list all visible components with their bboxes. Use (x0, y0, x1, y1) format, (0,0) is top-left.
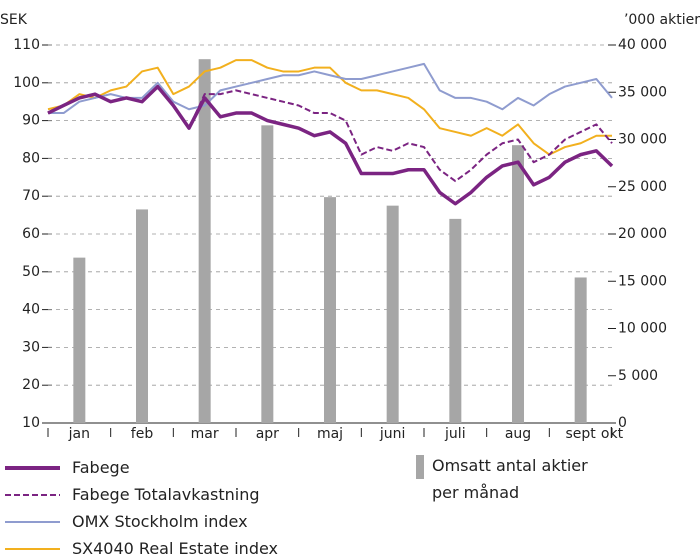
x-tick-label: maj (317, 426, 343, 442)
x-tick-label: apr (256, 426, 279, 442)
legend-swatch (5, 465, 60, 470)
y-tick-label: 100 (13, 75, 40, 91)
legend-label: Omsatt antal aktier per månad (432, 456, 588, 502)
y-tick-label: 70 (22, 188, 40, 204)
legend-swatch (5, 547, 60, 550)
y2-tick-label: 30 000 (618, 132, 667, 148)
y-tick-label: 80 (22, 150, 40, 166)
y-tick-label: 40 (22, 302, 40, 318)
y-tick-label: 110 (13, 37, 40, 53)
y2-tick-label: 40 000 (618, 37, 667, 53)
y2-tick-label: 20 000 (618, 226, 667, 242)
legend-label: OMX Stockholm index (72, 512, 248, 531)
y2-tick-label: 35 000 (618, 84, 667, 100)
y-tick-label: 60 (22, 226, 40, 242)
bar (449, 218, 462, 423)
x-tick-label: juni (379, 426, 406, 442)
bar (574, 277, 587, 423)
y-tick-label: 10 (22, 415, 40, 431)
line-2 (48, 62, 613, 115)
legend-label: Fabege (72, 458, 130, 477)
y-tick-label: 90 (22, 113, 40, 129)
legend: Fabege Fabege Totalavkastning OMX Stockhol… (5, 454, 278, 560)
legend-item: OMX Stockholm index (5, 508, 278, 535)
x-tick-label: jan (68, 426, 90, 442)
y-tick-label: 20 (22, 377, 40, 393)
bar (73, 257, 86, 423)
y2-tick-label: 15 000 (618, 273, 667, 289)
y-axis-title: SEK (0, 12, 28, 28)
legend-label: Fabege Totalavkastning (72, 485, 260, 504)
y-tick-label: 50 (22, 264, 40, 280)
line-4 (47, 84, 614, 206)
x-tick-label: sept (566, 426, 597, 442)
legend-item: SX4040 Real Estate index (5, 535, 278, 560)
legend-label: SX4040 Real Estate index (72, 539, 278, 558)
bar (261, 125, 274, 423)
x-tick-label: aug (505, 426, 531, 442)
bar (136, 209, 148, 423)
x-tick-label: feb (131, 426, 154, 442)
y2-tick-label: 10 000 (618, 321, 667, 337)
y2-tick-label: 5 000 (618, 368, 658, 384)
legend-item: Fabege Totalavkastning (5, 481, 278, 508)
legend-swatch (5, 493, 60, 496)
legend-item: Fabege (5, 454, 278, 481)
bar (512, 145, 524, 424)
bar (324, 197, 336, 423)
y2-tick-label: 25 000 (618, 179, 667, 195)
bar (386, 205, 399, 423)
legend-swatch (5, 520, 60, 523)
legend-swatch (416, 455, 424, 479)
line-1 (47, 59, 612, 156)
bar (198, 59, 211, 424)
x-tick-label: mar (191, 426, 219, 442)
legend-bar: Omsatt antal aktier per månad (416, 452, 616, 506)
y2-tick-label: 0 (618, 415, 627, 431)
y-tick-label: 30 (22, 339, 40, 355)
y2-axis-title: ’000 aktier (624, 12, 700, 28)
x-tick-label: juli (444, 426, 466, 442)
x-tick-label: okt (601, 426, 624, 442)
